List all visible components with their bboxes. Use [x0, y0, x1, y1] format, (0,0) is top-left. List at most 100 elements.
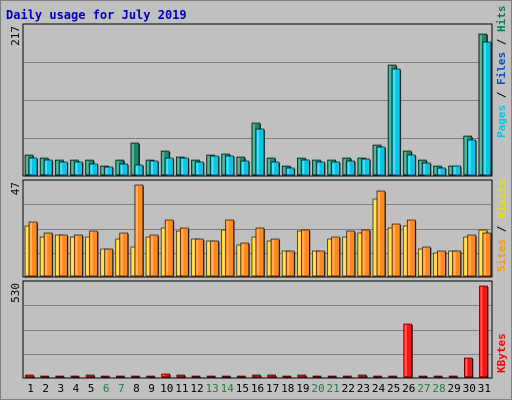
bar-files	[422, 162, 431, 176]
bar-highlight	[434, 167, 437, 174]
bar-highlight	[71, 161, 74, 174]
bar-kbytes	[161, 373, 171, 378]
day-label: 12	[190, 382, 203, 395]
bar-highlight	[483, 234, 486, 275]
bar-files	[391, 68, 401, 176]
day-label: 6	[103, 382, 110, 395]
bar-highlight	[207, 156, 210, 174]
bar-kbytes	[191, 375, 201, 378]
bar-highlight	[423, 164, 426, 174]
bar-highlight	[211, 242, 214, 275]
bar-kbytes	[479, 285, 488, 378]
bar-highlight	[192, 240, 195, 275]
bar-highlight	[419, 250, 422, 275]
bar-highlight	[166, 221, 169, 275]
legend-entry: Sites	[495, 239, 508, 272]
bar-sites	[164, 219, 174, 277]
bar-highlight	[101, 167, 104, 174]
bar-highlight	[438, 252, 441, 275]
bar-highlight	[483, 43, 486, 174]
bar-kbytes	[117, 377, 126, 378]
bar-kbytes	[435, 377, 444, 378]
bar-highlight	[75, 236, 78, 275]
day-label: 3	[58, 382, 65, 395]
bar-highlight	[237, 158, 240, 174]
bar-kbytes	[418, 375, 428, 378]
bar-highlight	[45, 234, 48, 275]
bar-files	[285, 167, 295, 176]
bar-highlight	[328, 240, 331, 275]
bar-highlight	[313, 161, 316, 174]
bar-highlight	[287, 169, 290, 174]
bar-highlight	[90, 165, 93, 174]
legend-entry: KBytes	[495, 333, 508, 373]
bar-kbytes	[221, 375, 231, 378]
bar-files	[406, 154, 416, 176]
day-label: 24	[372, 382, 386, 395]
bar-sites	[482, 232, 492, 277]
bar-highlight	[347, 232, 350, 275]
bar-kbytes	[450, 377, 459, 378]
bar-highlight	[177, 232, 180, 275]
bar-highlight	[317, 252, 320, 275]
bar-sites	[119, 232, 129, 277]
bar-sites	[104, 248, 113, 277]
day-label: 25	[387, 382, 400, 395]
bar-highlight	[298, 159, 301, 174]
bar-highlight	[358, 234, 361, 275]
bar-highlight	[207, 242, 210, 275]
bar-highlight	[404, 152, 407, 174]
bar-highlight	[393, 225, 396, 275]
bar-highlight	[389, 229, 392, 275]
bar-highlight	[468, 141, 471, 174]
bar-highlight	[135, 166, 138, 174]
bar-sites	[28, 221, 38, 277]
bar-sites	[225, 219, 234, 277]
y-max-label: 217	[9, 26, 22, 46]
bar-kbytes	[102, 377, 111, 378]
bar-highlight	[56, 236, 59, 275]
bar-sites	[422, 246, 431, 277]
bar-kbytes	[25, 374, 34, 378]
bar-kbytes	[55, 375, 65, 378]
bar-kbytes	[147, 377, 156, 378]
bar-highlight	[237, 246, 240, 275]
bar-highlight	[222, 155, 225, 174]
day-label: 27	[417, 382, 430, 395]
bar-sites	[331, 236, 340, 277]
bar-files	[43, 159, 53, 176]
bar-highlight	[116, 240, 119, 275]
bar-files	[164, 157, 174, 176]
bar-highlight	[464, 238, 467, 275]
day-label: 14	[221, 382, 235, 395]
bar-highlight	[105, 168, 108, 174]
bar-files	[179, 157, 189, 176]
bar-highlight	[404, 227, 407, 275]
day-label: 15	[236, 382, 249, 395]
bar-highlight	[453, 167, 456, 174]
bar-kbytes	[223, 377, 232, 378]
bar-kbytes	[146, 375, 155, 378]
bar-highlight	[468, 236, 471, 275]
bar-kbytes	[448, 375, 458, 378]
bar-sites	[361, 229, 371, 277]
bar-highlight	[147, 238, 150, 275]
legend-entry: Hits	[495, 6, 508, 33]
day-label: 10	[160, 382, 173, 395]
bar-highlight	[101, 250, 104, 275]
bar-highlight	[479, 231, 482, 275]
legend-entry: Pages	[495, 105, 508, 138]
legend-entry: Files	[495, 52, 508, 85]
legend-top: Pages / Files / Hits	[495, 6, 508, 139]
bar-highlight	[211, 157, 214, 174]
bar-kbytes	[40, 375, 49, 378]
legend-entry: Visits	[495, 179, 508, 219]
bar-highlight	[41, 159, 44, 174]
bar-kbytes	[312, 375, 322, 378]
bar-sites	[316, 250, 325, 277]
y-max-label: 530	[9, 283, 22, 303]
bar-highlight	[419, 161, 422, 174]
bar-highlight	[283, 252, 286, 275]
bar-sites	[346, 230, 356, 277]
